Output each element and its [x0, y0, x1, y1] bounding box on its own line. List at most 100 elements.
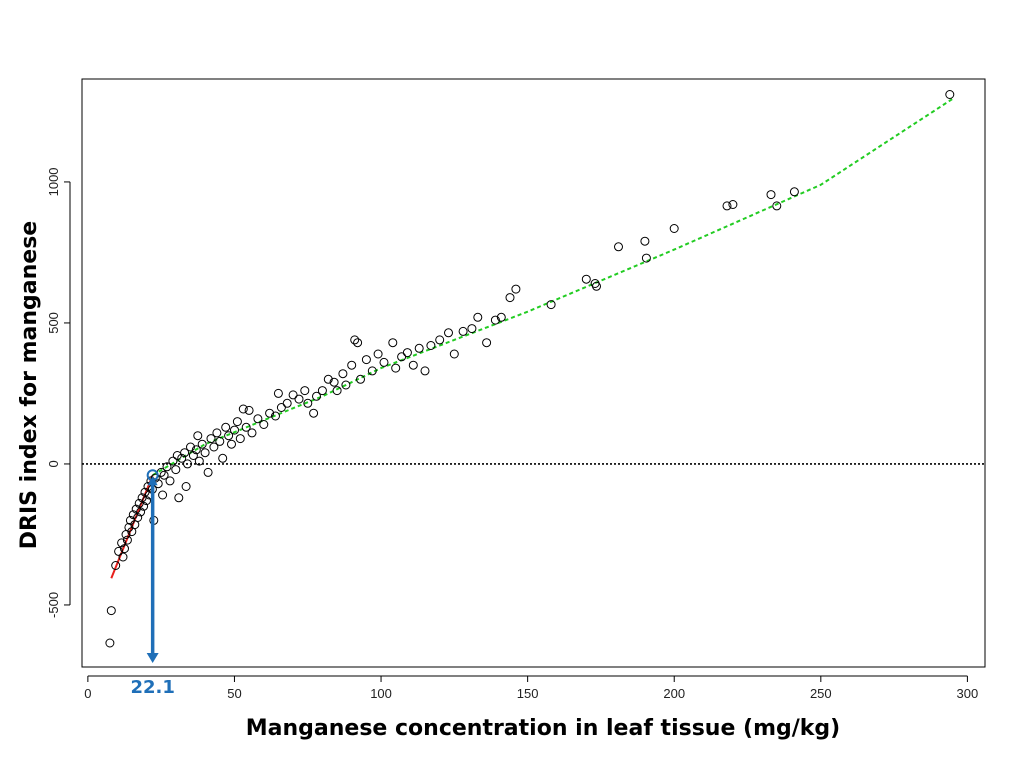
x-tick-label: 50	[227, 686, 241, 701]
data-point	[728, 200, 738, 209]
data-point	[458, 326, 468, 336]
data-point	[241, 422, 251, 432]
data-point	[435, 335, 445, 345]
data-point	[338, 369, 348, 379]
data-point	[350, 335, 360, 345]
data-point	[186, 442, 195, 452]
data-point	[332, 386, 342, 396]
data-point	[294, 394, 304, 404]
data-point	[592, 281, 601, 291]
data-point	[496, 312, 506, 322]
data-point	[193, 431, 203, 441]
data-point	[408, 360, 418, 370]
x-tick-label: 200	[663, 686, 685, 701]
data-point	[288, 390, 298, 400]
fit-lines	[110, 97, 954, 579]
data-point	[244, 405, 254, 415]
data-point	[117, 538, 127, 548]
data-point	[546, 300, 556, 310]
data-point	[206, 434, 216, 444]
data-point	[467, 324, 477, 334]
data-point	[373, 349, 383, 359]
data-point	[180, 448, 190, 458]
data-point	[323, 374, 333, 384]
data-point	[238, 404, 248, 414]
data-point	[120, 544, 129, 554]
x-axis-title: Manganese concentration in leaf tissue (…	[246, 716, 840, 741]
data-point	[391, 363, 401, 373]
data-point	[789, 187, 799, 197]
data-point	[224, 431, 234, 441]
data-point	[221, 422, 231, 432]
data-point	[105, 638, 115, 648]
x-axis: 0 50 100 150 200 250 300	[84, 675, 979, 701]
data-point	[265, 408, 275, 418]
data-point	[271, 411, 280, 421]
data-point	[505, 293, 515, 303]
data-point	[356, 374, 365, 384]
cutoff-arrow-tip	[147, 476, 158, 486]
data-point	[282, 398, 292, 408]
data-point	[158, 490, 168, 500]
data-point	[722, 201, 732, 211]
data-point	[367, 366, 377, 376]
data-point	[171, 465, 181, 475]
data-point	[188, 451, 198, 460]
data-point	[312, 391, 321, 401]
data-point	[218, 453, 228, 463]
data-point	[114, 546, 124, 556]
data-point	[212, 428, 222, 438]
data-point	[581, 274, 591, 284]
x-tick-label: 300	[957, 686, 979, 701]
data-point	[168, 456, 178, 466]
data-point	[317, 386, 327, 396]
data-points	[105, 90, 955, 648]
data-point	[397, 352, 407, 362]
data-point	[379, 357, 389, 367]
plot-frame	[81, 78, 986, 668]
data-point	[614, 242, 623, 252]
data-point	[276, 403, 286, 412]
data-point	[230, 425, 239, 435]
data-point	[361, 355, 371, 365]
data-point	[490, 315, 500, 325]
data-point	[183, 459, 192, 469]
x-tick-label: 100	[370, 686, 392, 701]
data-point	[122, 535, 132, 545]
data-point	[200, 448, 210, 458]
data-point	[118, 552, 128, 562]
data-point	[203, 467, 213, 477]
y-axis: -500 0 500 1000	[46, 167, 71, 618]
data-point	[402, 348, 412, 358]
y-tick-label: 500	[46, 312, 61, 334]
data-point	[303, 398, 313, 408]
data-point	[449, 349, 459, 359]
data-point	[473, 312, 483, 322]
x-tick-label: 150	[517, 686, 539, 701]
data-point	[341, 380, 351, 390]
cutoff-marker: 22.1	[130, 469, 175, 698]
data-point	[111, 561, 121, 570]
data-point	[347, 360, 357, 370]
data-point	[414, 343, 424, 353]
data-point	[174, 493, 184, 503]
data-point	[133, 513, 143, 522]
data-point	[482, 338, 492, 348]
y-tick-label: -500	[46, 592, 61, 618]
data-point	[227, 439, 236, 449]
data-point	[669, 224, 679, 233]
data-point	[139, 501, 149, 511]
data-point	[945, 90, 955, 99]
data-point	[329, 377, 339, 387]
data-point	[766, 190, 776, 200]
data-point	[162, 462, 172, 472]
x-tick-label: 250	[810, 686, 832, 701]
data-point	[640, 236, 650, 246]
data-point	[426, 341, 436, 350]
data-point	[159, 470, 169, 480]
data-point	[215, 436, 225, 446]
y-axis-title: DRIS index for manganese	[17, 221, 42, 549]
cutoff-arrow-head	[146, 653, 159, 663]
data-point	[444, 328, 453, 338]
